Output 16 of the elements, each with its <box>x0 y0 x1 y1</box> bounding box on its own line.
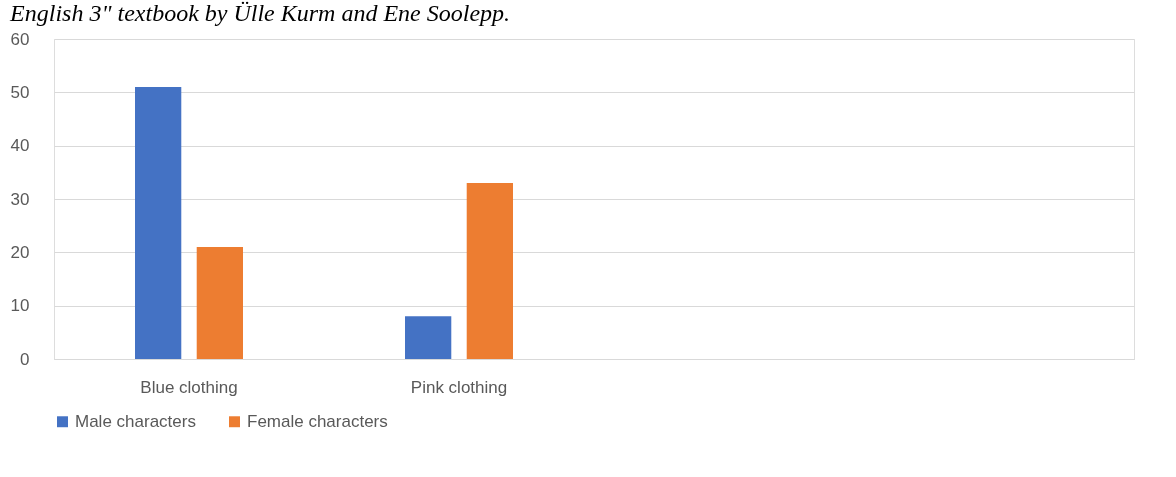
bar <box>196 247 243 359</box>
x-tick-label: Pink clothing <box>410 377 508 397</box>
x-tick-label: Blue clothing <box>140 377 238 397</box>
bar <box>135 87 182 359</box>
bar <box>466 183 513 359</box>
y-tick-label: 20 <box>10 242 30 262</box>
y-tick-label: 10 <box>10 296 30 316</box>
y-tick-label: 50 <box>10 82 30 102</box>
y-tick-label: 40 <box>10 136 30 156</box>
legend-label: Female characters <box>247 411 388 431</box>
y-tick-label: 30 <box>10 189 30 209</box>
y-tick-label: 60 <box>10 29 30 49</box>
chart-title: English 3" textbook by Ülle Kurm and Ene Soolepp. <box>9 0 511 26</box>
y-tick-label: 0 <box>20 349 30 369</box>
legend-label: Male characters <box>75 411 196 431</box>
bar <box>405 316 452 359</box>
